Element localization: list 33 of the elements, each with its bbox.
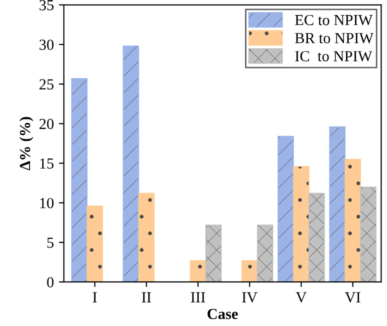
y-tick-label: 25	[40, 79, 54, 90]
x-tick-label: V	[296, 292, 307, 303]
bar	[86, 206, 103, 282]
x-tick-label: VI	[344, 292, 360, 303]
y-axis-title: Δ% (%)	[19, 117, 34, 170]
legend-label: IC to NPIW	[295, 51, 372, 62]
bar	[329, 126, 346, 282]
y-tick-label: 35	[40, 0, 54, 10]
bar	[360, 186, 376, 282]
x-tick-label: III	[190, 292, 206, 302]
x-axis-title: Case	[208, 308, 238, 320]
y-tick-label: 30	[40, 40, 54, 50]
bar	[71, 78, 88, 282]
x-tick-label: I	[92, 292, 97, 302]
bar	[278, 136, 294, 282]
y-tick-label: 5	[47, 238, 54, 248]
y-tick-label: 0	[47, 277, 54, 288]
y-tick-label: 20	[40, 118, 54, 130]
bar	[344, 158, 361, 282]
y-tick-label: 10	[40, 198, 54, 208]
x-tick-label: IV	[242, 292, 258, 303]
bar	[122, 46, 140, 282]
bar	[241, 260, 258, 282]
bar	[205, 224, 222, 282]
legend-label: EC to NPIW	[295, 14, 373, 26]
y-tick-label: 15	[40, 158, 54, 169]
bar	[308, 192, 325, 282]
bar	[293, 166, 310, 282]
bar	[190, 260, 206, 282]
bar	[256, 224, 274, 282]
x-tick-label: II	[142, 292, 151, 302]
legend-label: BR to NPIW	[295, 33, 374, 44]
bar	[138, 192, 155, 282]
